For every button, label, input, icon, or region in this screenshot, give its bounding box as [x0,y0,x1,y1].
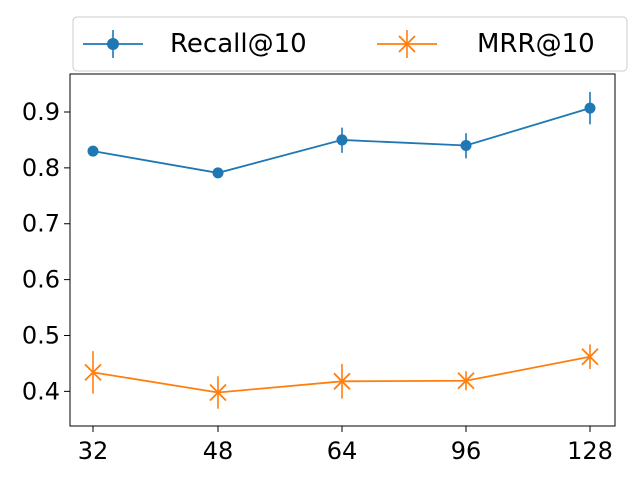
legend-box [72,16,628,72]
data-point [333,372,351,390]
legend: Recall@10 MRR@10 [72,16,628,72]
data-point [209,383,227,402]
data-point [336,134,348,146]
y-tick-label: 0.8 [22,154,60,182]
series-mrr-10 [84,344,599,409]
legend-item: MRR@10 [377,29,595,59]
y-axis: 0.4 0.5 0.6 0.7 0.8 0.9 [22,98,70,405]
legend-marker [398,35,416,53]
data-point [460,140,472,152]
x-axis: 32 48 64 96 128 [78,426,613,465]
x-tick-label: 64 [327,437,358,465]
legend-item: Recall@10 [83,29,307,59]
data-point [84,363,102,381]
y-tick-label: 0.7 [22,210,60,238]
x-tick-label: 96 [451,437,482,465]
y-tick-label: 0.9 [22,98,60,126]
y-tick-label: 0.6 [22,266,60,294]
series-layer [84,91,599,409]
x-tick-label: 32 [78,437,109,465]
data-point [581,348,599,366]
data-point [212,167,224,179]
plot-frame [69,73,616,427]
y-tick-label: 0.5 [22,321,60,349]
data-point [87,145,99,157]
data-point [584,102,596,114]
x-tick-label: 128 [567,437,613,465]
data-point [457,372,475,390]
x-tick-label: 48 [203,437,234,465]
y-tick-label: 0.4 [22,377,60,405]
legend-label: MRR@10 [477,29,595,59]
series-recall-10 [87,91,596,179]
legend-label: Recall@10 [170,29,307,59]
legend-marker [107,38,119,50]
